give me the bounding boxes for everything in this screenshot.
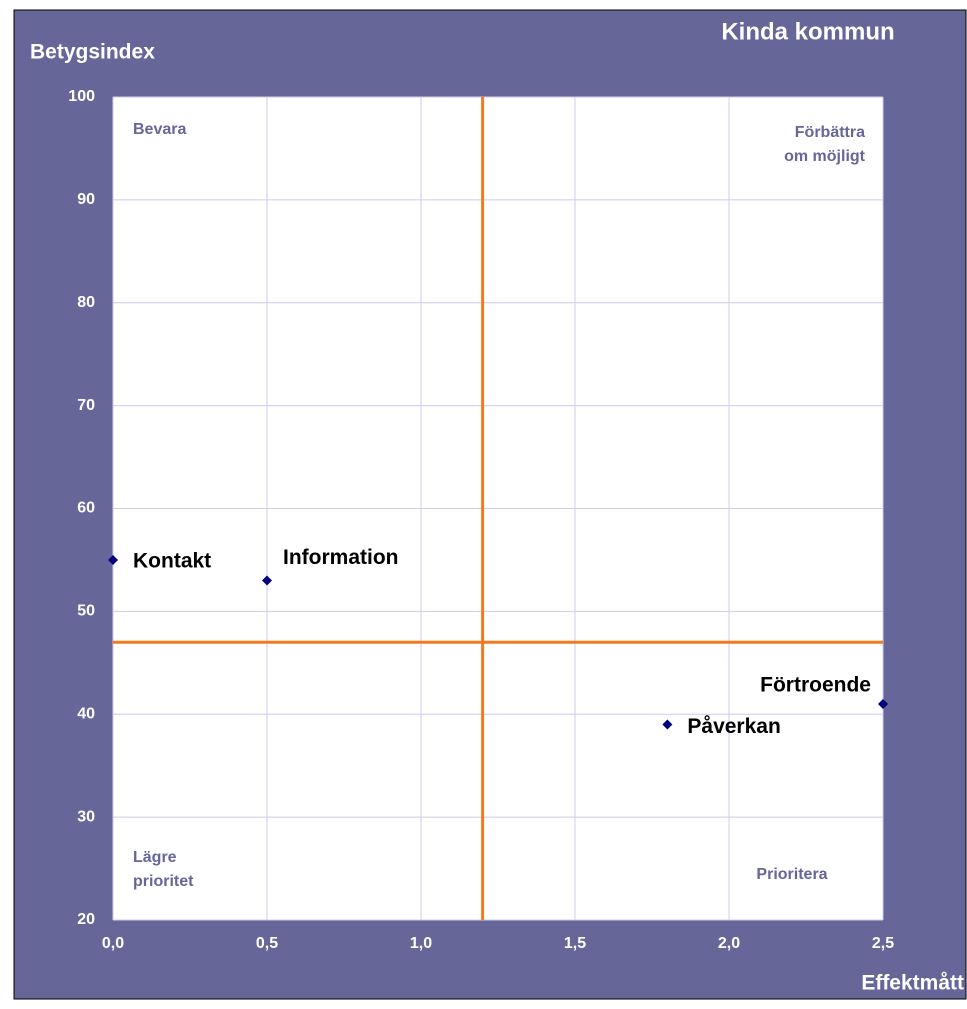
y-tick-label: 60: [77, 500, 95, 517]
point-label: Information: [283, 546, 399, 569]
x-tick-label: 2,0: [718, 935, 740, 952]
quadrant-label: Lägre: [133, 849, 177, 866]
point-label: Kontakt: [133, 549, 211, 572]
y-tick-label: 20: [77, 911, 95, 928]
x-axis-label: Effektmått: [861, 972, 964, 995]
point: [662, 719, 673, 730]
point: [262, 575, 272, 586]
point: [108, 554, 118, 565]
quadrant-label: Bevara: [133, 121, 186, 138]
point: [878, 698, 888, 709]
y-tick-label: 100: [68, 88, 95, 105]
y-tick-label: 40: [77, 705, 95, 722]
quadrant-label: Prioritera: [756, 866, 827, 883]
quadrant-label: Förbättra: [795, 124, 865, 141]
x-tick-label: 1,0: [410, 935, 432, 952]
x-tick-label: 0,5: [256, 935, 278, 952]
quadrant-label: om möjligt: [784, 148, 866, 165]
x-tick-label: 0,0: [102, 935, 124, 952]
y-tick-label: 70: [77, 397, 95, 414]
point-label: Påverkan: [687, 715, 780, 738]
x-tick-label: 1,5: [564, 935, 586, 952]
y-tick-label: 30: [77, 808, 95, 825]
x-tick-label: 2,5: [872, 935, 894, 952]
point-label: Förtroende: [760, 674, 871, 697]
y-tick-label: 90: [77, 191, 95, 208]
quadrant-label: prioritet: [133, 873, 194, 890]
y-tick-label: 50: [77, 603, 95, 620]
y-tick-label: 80: [77, 294, 95, 311]
y-axis-label: Betygsindex: [30, 41, 155, 64]
chart-title: Kinda kommun: [721, 18, 894, 45]
